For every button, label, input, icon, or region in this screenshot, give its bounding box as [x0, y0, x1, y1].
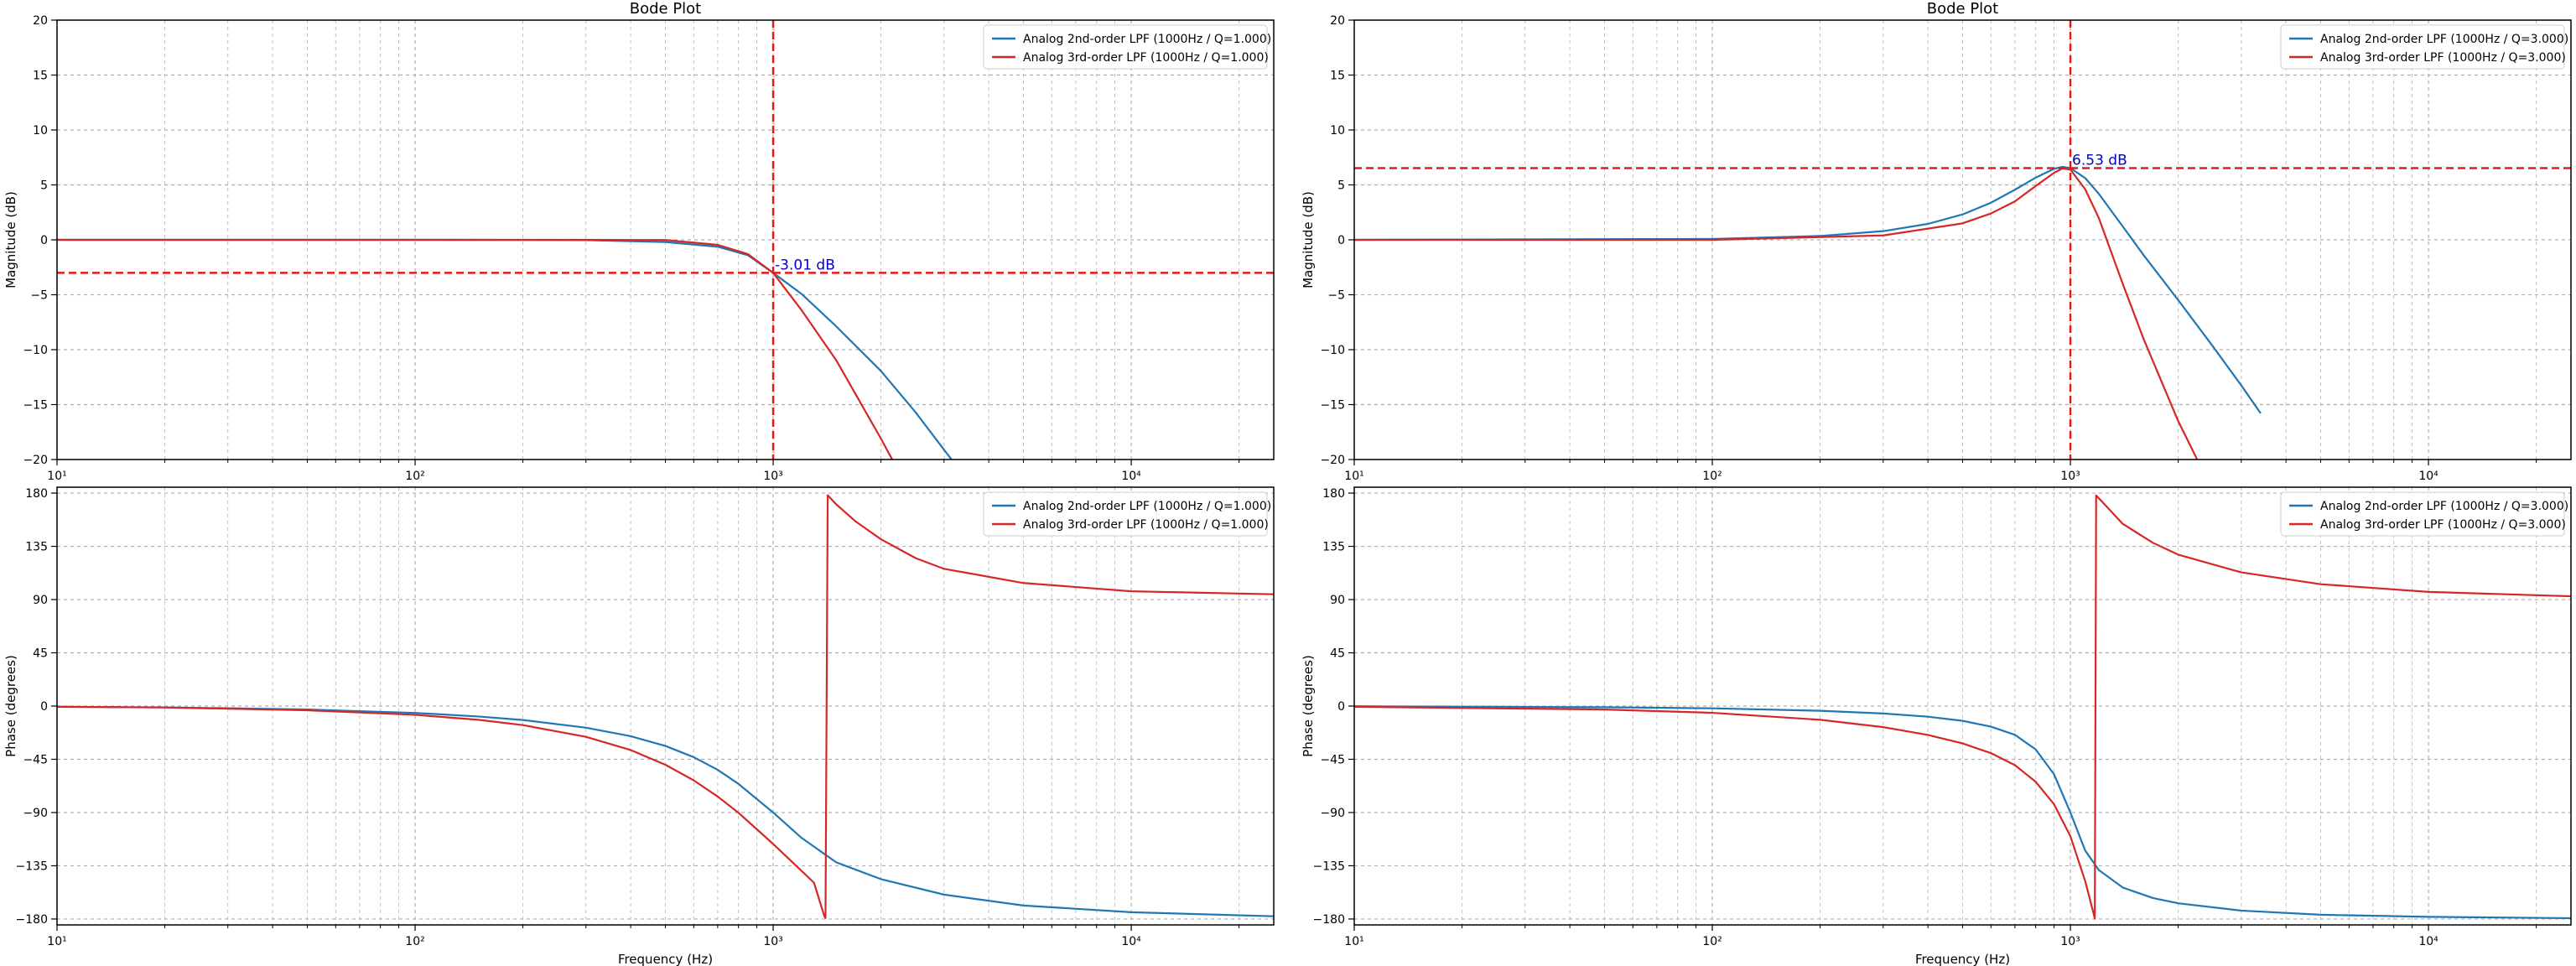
y-tick-label: 20 — [33, 14, 48, 28]
y-tick-label: −135 — [1313, 860, 1345, 873]
y-tick-label: −20 — [1320, 454, 1345, 467]
y-tick-label: −15 — [1320, 399, 1345, 413]
y-axis-label: Magnitude (dB) — [3, 191, 18, 288]
y-tick-label: −20 — [23, 454, 48, 467]
legend-box — [2280, 491, 2565, 537]
series-line-2nd-order — [1354, 705, 2571, 920]
plot-phase_q3: 10¹ 10² 10³ 10⁴ −180 −135 −90 −45 0 45 90 135 180 Pha… — [1301, 486, 2572, 966]
y-tick-label: −90 — [23, 807, 48, 820]
y-tick-label: −180 — [16, 913, 48, 927]
x-tick-label: 10⁴ — [2418, 935, 2438, 948]
x-tick-label: 10² — [405, 470, 424, 483]
legend: Analog 2nd-order LPF (1000Hz / Q=1.000) A… — [983, 24, 1271, 70]
y-tick-label: −5 — [30, 289, 48, 303]
x-axis-label: Frequency (Hz) — [618, 952, 713, 966]
chart-title: Bode Plot — [630, 0, 702, 18]
series-group — [57, 238, 953, 460]
y-tick-label: −10 — [23, 344, 48, 357]
x-tick-label: 10³ — [2060, 470, 2080, 483]
y-tick-label: 0 — [1337, 234, 1345, 247]
chart-title: Bode Plot — [1927, 0, 1999, 18]
legend-entry: Analog 3rd-order LPF (1000Hz / Q=1.000) — [1023, 51, 1269, 65]
legend: Analog 2nd-order LPF (1000Hz / Q=3.000) A… — [2280, 491, 2568, 537]
x-tick-label: 10¹ — [1344, 935, 1363, 948]
y-tick-label: 0 — [40, 700, 48, 714]
y-axis-label: Magnitude (dB) — [1301, 191, 1316, 288]
series-line-3rd-order — [1354, 167, 2199, 460]
y-tick-label: −180 — [1313, 913, 1345, 927]
legend-entry: Analog 3rd-order LPF (1000Hz / Q=3.000) — [2320, 51, 2566, 65]
db-annotation: 6.53 dB — [2072, 152, 2127, 169]
series-line-3rd-order — [57, 238, 894, 460]
legend: Analog 2nd-order LPF (1000Hz / Q=1.000) A… — [983, 491, 1271, 537]
y-tick-label: 5 — [1337, 179, 1345, 193]
y-tick-label: 5 — [40, 179, 48, 193]
x-tick-label: 10¹ — [47, 470, 66, 483]
y-tick-label: 10 — [1330, 124, 1345, 138]
y-tick-label: 180 — [1322, 487, 1345, 501]
x-tick-label: 10³ — [763, 470, 782, 483]
y-tick-label: 90 — [33, 594, 48, 607]
y-tick-label: 135 — [25, 541, 48, 554]
y-tick-label: 20 — [1330, 14, 1345, 28]
series-line-2nd-order — [1354, 165, 2262, 414]
series-group — [1354, 494, 2571, 920]
y-tick-label: 45 — [1330, 647, 1345, 661]
y-tick-label: 90 — [1330, 594, 1345, 607]
x-tick-label: 10³ — [2060, 935, 2080, 948]
legend: Analog 2nd-order LPF (1000Hz / Q=3.000) A… — [2280, 24, 2568, 70]
legend-entry: Analog 2nd-order LPF (1000Hz / Q=3.000) — [2320, 500, 2568, 513]
x-tick-label: 10¹ — [47, 935, 66, 948]
y-tick-label: −135 — [16, 860, 48, 873]
x-tick-label: 10⁴ — [2418, 470, 2438, 483]
y-tick-label: −90 — [1320, 807, 1345, 820]
y-tick-label: 180 — [25, 487, 48, 501]
y-axis-label: Phase (degrees) — [3, 655, 18, 757]
plot-mag_q3: 6.53 dB 10¹ 10² 10³ 10⁴ −20 −15 −10 −5 0 5 10 15 20 Ma… — [1301, 0, 2572, 483]
series-line-2nd-order — [57, 705, 1274, 917]
series-line-3rd-order — [1354, 494, 2571, 920]
x-tick-label: 10⁴ — [1121, 935, 1141, 948]
x-tick-label: 10³ — [763, 935, 782, 948]
y-tick-label: −5 — [1327, 289, 1345, 303]
y-tick-label: −45 — [23, 753, 48, 766]
x-tick-label: 10⁴ — [1121, 470, 1141, 483]
x-tick-label: 10² — [1702, 470, 1722, 483]
legend-entry: Analog 3rd-order LPF (1000Hz / Q=1.000) — [1023, 518, 1269, 532]
plot-mag_q1: -3.01 dB 10¹ 10² 10³ 10⁴ −20 −15 −10 −5 0 5 10 15 20 M… — [3, 0, 1275, 483]
x-tick-label: 10² — [405, 935, 424, 948]
legend-box — [983, 24, 1268, 70]
x-tick-label: 10² — [1702, 935, 1722, 948]
y-tick-label: 135 — [1322, 541, 1345, 554]
y-tick-label: 15 — [33, 70, 48, 83]
series-line-3rd-order — [57, 494, 1274, 919]
legend-entry: Analog 3rd-order LPF (1000Hz / Q=3.000) — [2320, 518, 2566, 532]
db-annotation: -3.01 dB — [775, 257, 835, 273]
x-tick-label: 10¹ — [1344, 470, 1363, 483]
y-tick-label: 15 — [1330, 70, 1345, 83]
y-tick-label: 0 — [1337, 700, 1345, 714]
y-tick-label: −45 — [1320, 753, 1345, 766]
series-group — [1354, 165, 2262, 460]
y-tick-label: −15 — [23, 399, 48, 413]
y-tick-label: 45 — [33, 647, 48, 661]
legend-entry: Analog 2nd-order LPF (1000Hz / Q=1.000) — [1023, 500, 1271, 513]
y-tick-label: 0 — [40, 234, 48, 247]
x-axis-label: Frequency (Hz) — [1915, 952, 2010, 966]
y-axis-label: Phase (degrees) — [1301, 655, 1316, 757]
plot-phase_q1: 10¹ 10² 10³ 10⁴ −180 −135 −90 −45 0 45 90 135 180 Pha… — [3, 486, 1275, 966]
series-group — [57, 494, 1274, 919]
legend-entry: Analog 2nd-order LPF (1000Hz / Q=3.000) — [2320, 33, 2568, 46]
legend-entry: Analog 2nd-order LPF (1000Hz / Q=1.000) — [1023, 33, 1271, 46]
y-tick-label: −10 — [1320, 344, 1345, 357]
legend-box — [983, 491, 1268, 537]
legend-box — [2280, 24, 2565, 70]
y-tick-label: 10 — [33, 124, 48, 138]
